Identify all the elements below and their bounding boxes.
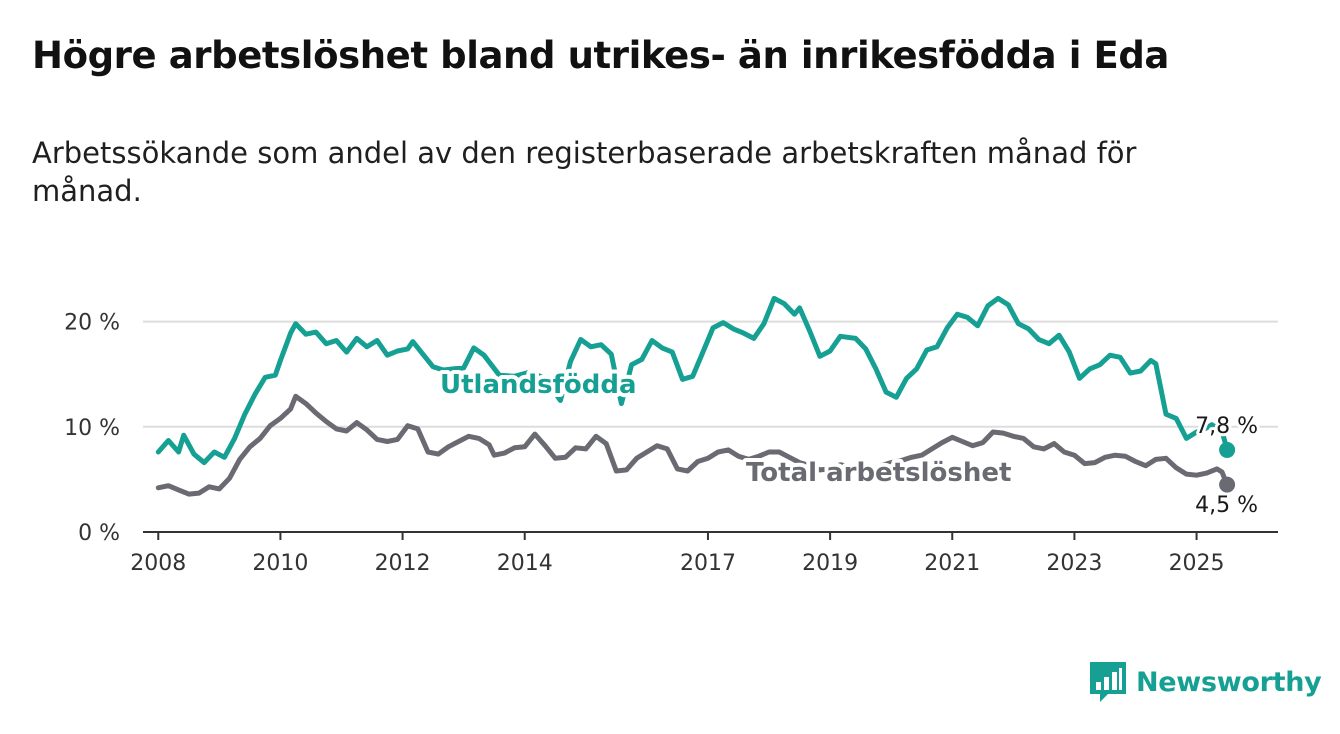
x-tick-label: 2023 [1046,551,1102,576]
x-tick-label: 2014 [497,551,553,576]
total-end-label-halo: 4,5 % [1195,493,1258,518]
y-tick-label: 0 % [78,521,120,546]
utlandsfodda-end-label: 7,8 % [1195,414,1258,439]
total-series-label: Total arbetslöshet [746,458,1011,488]
total-label-halo: Total arbetslöshet [746,458,1011,488]
utlandsfodda-line [155,295,1230,466]
brand-name: Newsworthy [1136,666,1322,698]
y-tick-label: 10 % [64,416,120,441]
x-tick-label: 2025 [1169,551,1225,576]
x-tick-label: 2019 [802,551,858,576]
chart-subtitle: Arbetssökande som andel av den registerb… [32,136,1137,208]
bar-chart-speech-bubble-icon [1090,662,1126,702]
total-end-point [1219,476,1236,493]
x-tick-label: 2012 [375,551,431,576]
x-tick-label: 2008 [130,551,186,576]
utlandsfodda-end-label-halo: 7,8 % [1195,414,1258,439]
series-lines [155,295,1236,497]
utlandsfodda-label-halo: Utlandsfödda [440,370,637,400]
grid-lines [143,320,1278,533]
line-chart: 0 % 10 % 20 % 2008 2010 2012 2014 2017 2019 2021… [64,295,1278,576]
x-tick-label: 2010 [252,551,308,576]
total-line [155,393,1230,497]
x-tick-label: 2017 [680,551,736,576]
x-axis: 2008 2010 2012 2014 2017 2019 2021 2023 2025 [130,532,1225,576]
y-axis: 0 % 10 % 20 % [64,311,120,546]
chart-title: Högre arbetslöshet bland utrikes- än inr… [32,34,1169,77]
utlandsfodda-series-label: Utlandsfödda [440,370,637,400]
x-tick-label: 2021 [924,551,980,576]
utlandsfodda-end-point [1219,441,1236,458]
newsworthy-logo: Newsworthy [1088,660,1322,704]
y-tick-label: 20 % [64,311,120,336]
total-end-label: 4,5 % [1195,493,1258,518]
